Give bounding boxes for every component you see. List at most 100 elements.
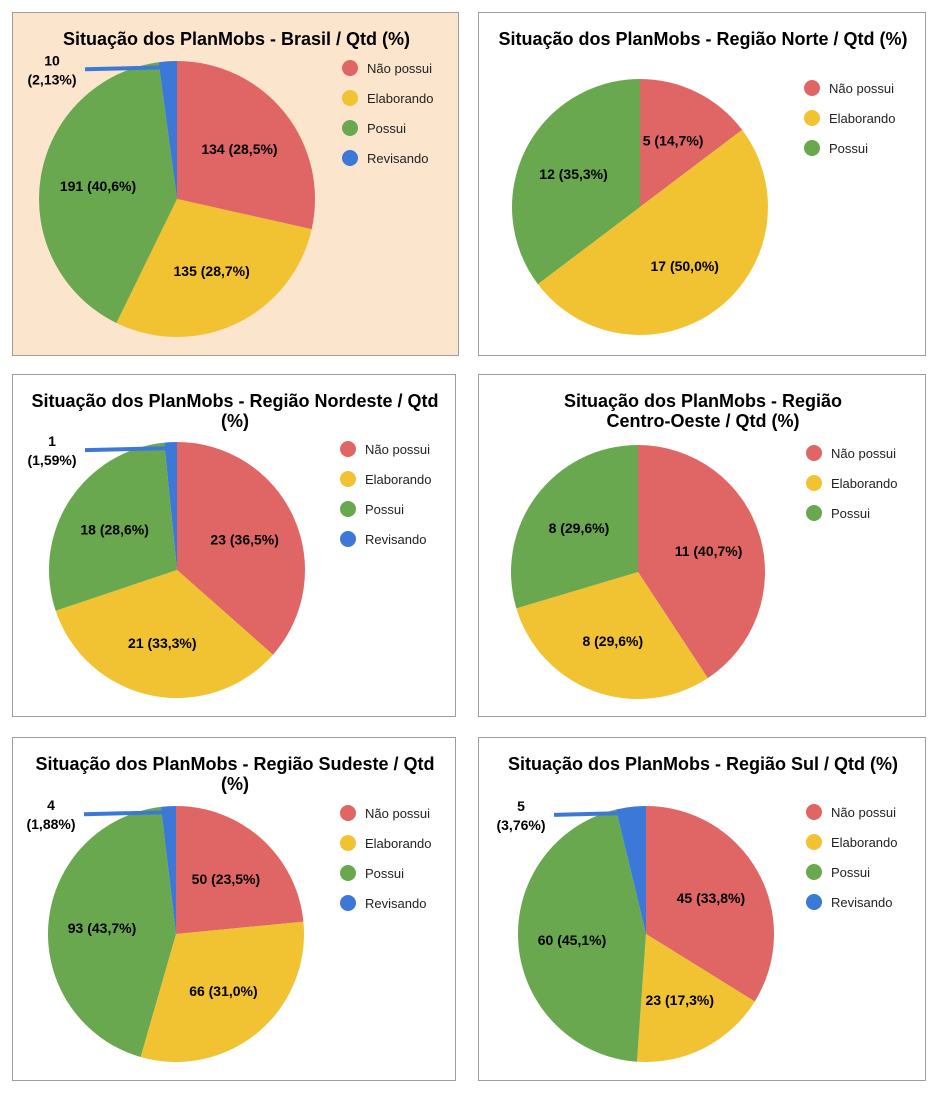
slice-label: 45 (33,8%) <box>677 890 745 906</box>
pie-slice-n-o-possui[interactable] <box>646 806 774 1002</box>
legend-item-label[interactable]: Possui <box>829 141 868 156</box>
legend-swatch-icon <box>340 501 356 517</box>
callout-line <box>84 446 171 453</box>
legend-item-label[interactable]: Revisando <box>365 896 426 911</box>
legend-item-label[interactable]: Não possui <box>831 805 896 820</box>
slice-label: 18 (28,6%) <box>80 522 148 538</box>
pie-slice-possui[interactable] <box>510 444 638 609</box>
slice-label-count: 4 <box>47 797 55 813</box>
legend-item-label[interactable]: Não possui <box>365 442 430 457</box>
legend-item-label[interactable]: Não possui <box>831 446 896 461</box>
pie-slice-n-o-possui[interactable] <box>177 442 305 655</box>
legend-swatch-icon <box>342 90 358 106</box>
legend-swatch-icon <box>804 110 820 126</box>
pie-slice-possui[interactable] <box>39 62 178 323</box>
legend-swatch-icon <box>804 140 820 156</box>
slice-label: 8 (29,6%) <box>549 520 610 536</box>
legend-item-label[interactable]: Elaborando <box>365 472 432 487</box>
legend-item-label[interactable]: Revisando <box>365 532 426 547</box>
slice-label: 191 (40,6%) <box>60 178 136 194</box>
pie-slice-possui[interactable] <box>48 442 177 611</box>
pie-slice-possui[interactable] <box>518 809 646 1062</box>
pie-slice-n-o-possui[interactable] <box>176 806 304 934</box>
legend-item-label[interactable]: Elaborando <box>829 111 896 126</box>
legend-swatch-icon <box>340 895 356 911</box>
slice-label-percent: (1,88%) <box>26 816 75 832</box>
chart-title: Situação dos PlanMobs - Região Centro-Oe… <box>563 391 843 431</box>
slice-label: 5 (14,7%) <box>643 133 704 149</box>
legend-item-label[interactable]: Não possui <box>367 61 432 76</box>
slice-label: 8 (29,6%) <box>582 633 643 649</box>
legend-swatch-icon <box>806 505 822 521</box>
slice-label-percent: (3,76%) <box>496 817 545 833</box>
slice-label: 12 (35,3%) <box>539 166 607 182</box>
pie-slice-elaborando[interactable] <box>516 572 708 699</box>
legend-swatch-icon <box>342 60 358 76</box>
legend-swatch-icon <box>806 834 822 850</box>
slice-label: 93 (43,7%) <box>68 920 136 936</box>
slice-label-percent: (1,59%) <box>27 452 76 468</box>
slice-label: 11 (40,7%) <box>675 543 743 559</box>
legend-item-label[interactable]: Revisando <box>831 895 892 910</box>
chart-title: Situação dos PlanMobs - Brasil / Qtd (%) <box>62 29 411 49</box>
legend-swatch-icon <box>342 120 358 136</box>
legend-item-label[interactable]: Não possui <box>365 806 430 821</box>
pie-slice-n-o-possui[interactable] <box>640 79 743 207</box>
legend-swatch-icon <box>340 441 356 457</box>
legend-swatch-icon <box>806 864 822 880</box>
legend-swatch-icon <box>806 475 822 491</box>
pie-slice-revisando[interactable] <box>160 806 176 934</box>
legend-item-label[interactable]: Não possui <box>829 81 894 96</box>
pie-slice-elaborando[interactable] <box>116 199 312 337</box>
callout-line <box>553 810 632 817</box>
pie-slice-possui[interactable] <box>512 79 640 285</box>
slice-label-count: 5 <box>517 798 525 814</box>
legend-swatch-icon <box>340 835 356 851</box>
legend-item-label[interactable]: Possui <box>365 502 404 517</box>
legend-item-label[interactable]: Possui <box>365 866 404 881</box>
pie-slice-elaborando[interactable] <box>140 921 305 1062</box>
slice-label: 135 (28,7%) <box>174 263 250 279</box>
legend-swatch-icon <box>806 804 822 820</box>
legend-swatch-icon <box>340 865 356 881</box>
slice-label: 60 (45,1%) <box>538 932 606 948</box>
callout-line <box>84 65 169 72</box>
slice-label: 21 (33,3%) <box>128 635 196 651</box>
legend-swatch-icon <box>804 80 820 96</box>
legend-item-label[interactable]: Elaborando <box>831 835 898 850</box>
pie-slice-n-o-possui[interactable] <box>638 445 765 679</box>
legend-item-label[interactable]: Elaborando <box>365 836 432 851</box>
pie-slice-revisando[interactable] <box>616 806 646 934</box>
slice-label-count: 10 <box>44 52 60 68</box>
pie-slice-elaborando[interactable] <box>537 129 768 335</box>
legend-item-label[interactable]: Revisando <box>367 151 428 166</box>
legend-swatch-icon <box>806 445 822 461</box>
legend-item-label[interactable]: Possui <box>831 865 870 880</box>
slice-label: 17 (50,0%) <box>650 258 718 274</box>
pie-slice-elaborando[interactable] <box>55 570 273 698</box>
slice-label: 50 (23,5%) <box>192 871 260 887</box>
callout-line <box>83 810 169 817</box>
slice-label: 66 (31,0%) <box>189 983 257 999</box>
chart-title: Situação dos PlanMobs - Região Sul / Qtd… <box>507 754 899 774</box>
chart-title: Situação dos PlanMobs - Região Sudeste /… <box>35 754 435 794</box>
slice-label-count: 1 <box>48 433 56 449</box>
pie-slice-possui[interactable] <box>48 806 177 1058</box>
pie-slice-elaborando[interactable] <box>636 934 755 1062</box>
legend-item-label[interactable]: Elaborando <box>367 91 434 106</box>
slice-label: 23 (17,3%) <box>646 992 714 1008</box>
legend-swatch-icon <box>806 894 822 910</box>
legend-item-label[interactable]: Possui <box>367 121 406 136</box>
pie-slice-revisando[interactable] <box>164 442 177 570</box>
slice-label: 23 (36,5%) <box>210 531 278 547</box>
legend-item-label[interactable]: Elaborando <box>831 476 898 491</box>
pie-slice-revisando[interactable] <box>158 61 177 199</box>
chart-title: Situação dos PlanMobs - Região Norte / Q… <box>498 29 908 49</box>
legend-item-label[interactable]: Possui <box>831 506 870 521</box>
slice-label-percent: (2,13%) <box>27 71 76 87</box>
legend-swatch-icon <box>340 531 356 547</box>
legend-swatch-icon <box>342 150 358 166</box>
pie-slice-n-o-possui[interactable] <box>177 61 315 230</box>
